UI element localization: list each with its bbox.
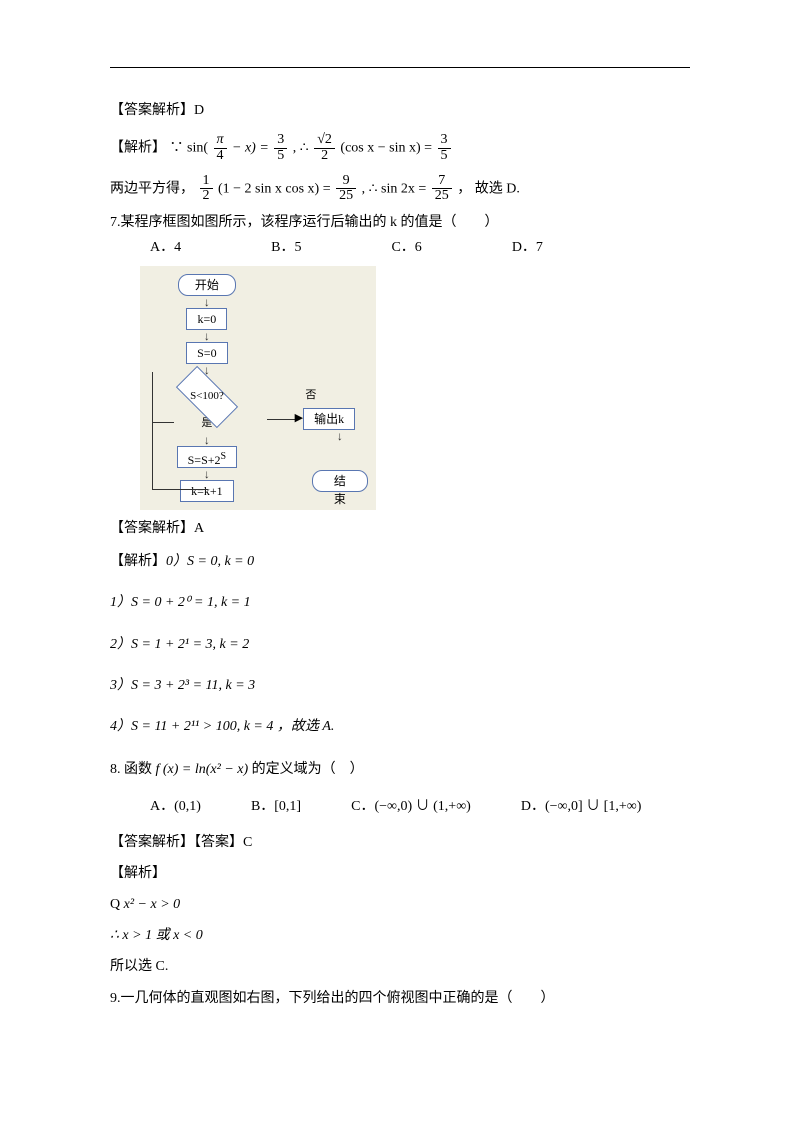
page-root: 【答案解析】D 【解析】 sin( π4 − x) = 35 , ∴ √22 (… xyxy=(0,0,800,1051)
t: ， 故选 D. xyxy=(457,181,520,196)
q6-expl-line1: 【解析】 sin( π4 − x) = 35 , ∴ √22 (cos x − … xyxy=(110,133,690,163)
arrow-icon: ↓ xyxy=(204,469,210,479)
expl-label: 【解析】 xyxy=(110,141,166,156)
q7-opt-a: A．4 xyxy=(150,235,181,260)
top-rule xyxy=(110,67,690,68)
q8-opt-b: B．[0,1] xyxy=(251,794,301,819)
q7-step3: 3）S = 3 + 2³ = 11, k = 3 xyxy=(110,673,690,698)
flow-out: 输出k xyxy=(303,408,355,430)
q8-work2: ∴ x > 1 或 x < 0 xyxy=(110,923,690,948)
t: − x) = xyxy=(232,141,272,156)
t: (cos x − sin x) = xyxy=(340,141,435,156)
q8-options: A．(0,1) B．[0,1] C．(−∞,0) ∪ (1,+∞) D．(−∞,… xyxy=(150,794,690,819)
q7-step2: 2）S = 1 + 2¹ = 3, k = 2 xyxy=(110,632,690,657)
q8-opt-d: D．(−∞,0] ∪ [1,+∞) xyxy=(521,794,642,819)
t: , ∴ sin 2x = xyxy=(362,181,430,196)
q8-expl-label: 【解析】 xyxy=(110,861,690,886)
flow-start: 开始 xyxy=(178,274,236,296)
flow-b2: S=0 xyxy=(186,342,227,364)
q7-opt-c: C．6 xyxy=(391,235,421,260)
because-icon xyxy=(170,141,184,156)
t: sin( xyxy=(187,141,208,156)
q7-step4: 4）S = 11 + 2¹¹ > 100, k = 4 ，故选 A. xyxy=(110,714,690,739)
flowchart: 开始 ↓ k=0 ↓ S=0 ↓ S<100? 是 ↓ S=S+2S ↓ k=k… xyxy=(140,266,376,510)
q7-opt-b: B．5 xyxy=(271,235,301,260)
arrow-icon: ↓ xyxy=(204,297,210,307)
q7-answer: 【答案解析】A xyxy=(110,516,690,541)
q7-stem: 7.某程序框图如图所示，该程序运行后输出的 k 的值是（ ） xyxy=(110,210,690,235)
q8-answer: 【答案解析】【答案】C xyxy=(110,830,690,855)
frac: 925 xyxy=(336,174,356,204)
arrow-icon: ↓ xyxy=(204,435,210,445)
q7-step0: 【解析】0）S = 0, k = 0 xyxy=(110,549,690,574)
line-icon xyxy=(267,419,295,420)
q8-stem: 8. 函数 f (x) = ln(x² − x) 的定义域为（ ） xyxy=(110,757,690,782)
frac: 35 xyxy=(274,133,287,163)
flow-b3: S=S+2S xyxy=(177,446,237,468)
t: 两边平方得， xyxy=(110,181,194,196)
flow-b4: k=k+1 xyxy=(180,480,234,502)
answer-label: 【答案解析】 xyxy=(110,103,194,118)
flow-end: 结束 xyxy=(312,470,368,492)
frac: π4 xyxy=(214,133,227,163)
frac: √22 xyxy=(314,133,335,163)
q8-work1: Q x² − x > 0 xyxy=(110,892,690,917)
flow-no: 否 xyxy=(305,386,316,406)
q6-expl-line2: 两边平方得， 12 (1 − 2 sin x cos x) = 925 , ∴ … xyxy=(110,174,690,204)
t: (1 − 2 sin x cos x) = xyxy=(218,181,334,196)
q8-opt-a: A．(0,1) xyxy=(150,794,201,819)
q7-opt-d: D．7 xyxy=(512,235,543,260)
t: , ∴ xyxy=(293,141,312,156)
frac: 12 xyxy=(200,174,213,204)
frac: 35 xyxy=(438,133,451,163)
q8-opt-c: C．(−∞,0) ∪ (1,+∞) xyxy=(351,794,471,819)
q7-step1: 1）S = 0 + 2⁰ = 1, k = 1 xyxy=(110,590,690,615)
q6-answer: 【答案解析】D xyxy=(110,98,690,123)
arrow-icon: ↓ xyxy=(204,331,210,341)
arrow-icon: ↓ xyxy=(337,431,343,441)
q9-stem: 9.一几何体的直观图如右图，下列给出的四个俯视图中正确的是（ ） xyxy=(110,986,690,1011)
q8-work3: 所以选 C. xyxy=(110,954,690,979)
q6-answer-letter: D xyxy=(194,103,204,118)
flow-b1: k=0 xyxy=(186,308,227,330)
q7-options: A．4 B．5 C．6 D．7 xyxy=(150,235,690,260)
frac: 725 xyxy=(432,174,452,204)
